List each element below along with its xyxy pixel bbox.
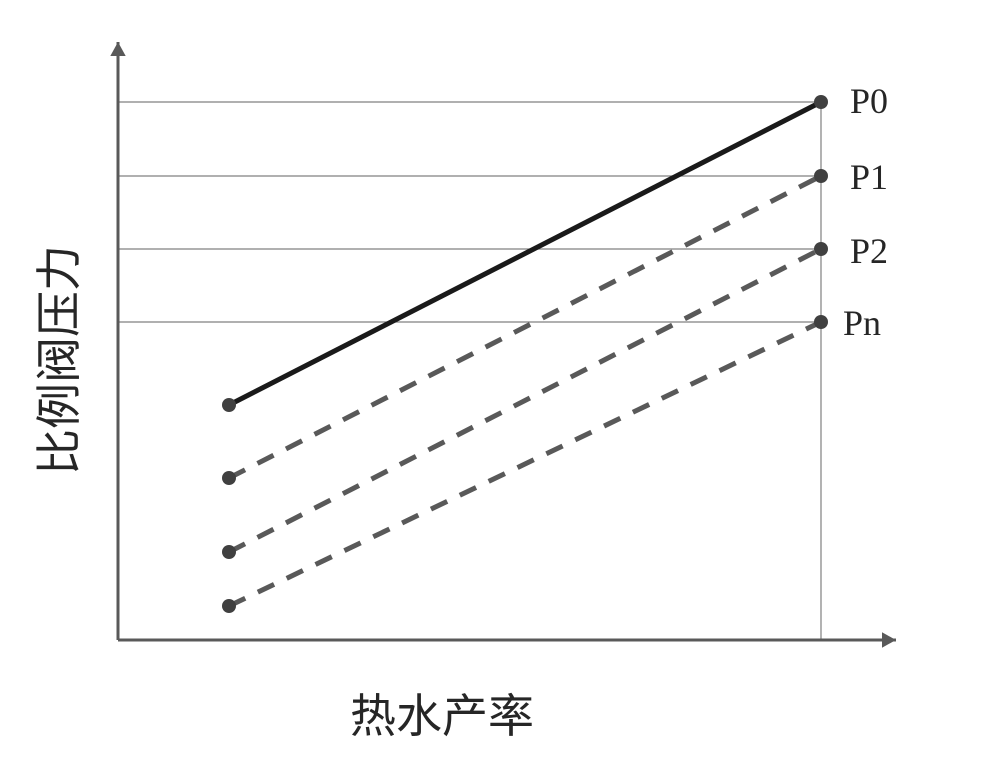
y-axis-label: 比例阀压力 bbox=[30, 210, 90, 510]
series-line-P0 bbox=[229, 102, 821, 405]
series-end-marker-P0 bbox=[814, 95, 828, 109]
series-label-p2: P2 bbox=[850, 230, 888, 272]
y-axis-arrow bbox=[110, 42, 125, 56]
x-axis-label: 热水产率 bbox=[350, 680, 534, 746]
chart-container: 比例阀压力 热水产率 P0 P1 P2 Pn bbox=[0, 0, 1000, 763]
series-line-P2 bbox=[229, 249, 821, 552]
series-line-P1 bbox=[229, 176, 821, 478]
series-end-marker-P2 bbox=[814, 242, 828, 256]
series-start-marker-P2 bbox=[222, 545, 236, 559]
series-end-marker-Pn bbox=[814, 315, 828, 329]
series-start-marker-P1 bbox=[222, 471, 236, 485]
series-label-pn: Pn bbox=[843, 302, 881, 344]
series-label-p1: P1 bbox=[850, 156, 888, 198]
x-axis-arrow bbox=[882, 632, 896, 647]
series-end-marker-P1 bbox=[814, 169, 828, 183]
series-start-marker-Pn bbox=[222, 599, 236, 613]
series-label-p0: P0 bbox=[850, 80, 888, 122]
series-line-Pn bbox=[229, 322, 821, 606]
series-start-marker-P0 bbox=[222, 398, 236, 412]
